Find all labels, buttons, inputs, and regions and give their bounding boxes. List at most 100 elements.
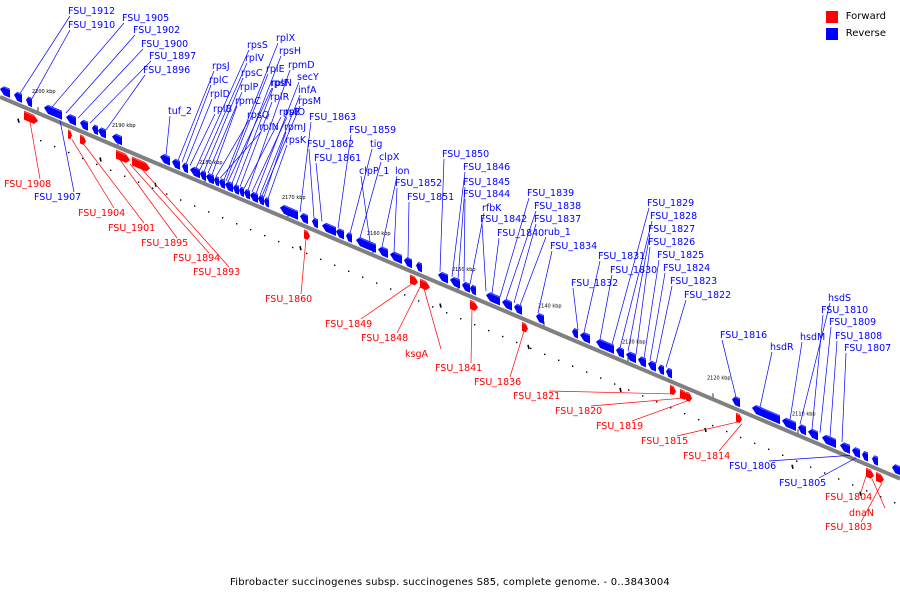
reverse-gene-label: clpX [379,152,400,163]
reverse-gene-label: FSU_1805 [779,478,826,489]
axis-tick-label: 2160 kbp [367,231,391,237]
reverse-gene-arrow [98,127,106,139]
forward-leader-line [470,309,473,364]
minor-tick [236,223,238,225]
minor-tick [796,460,798,462]
reverse-gene-arrow [182,162,188,174]
reverse-gene-arrow [450,276,460,289]
forward-gene-arrow [80,134,86,145]
reverse-gene-arrow [66,114,76,126]
reverse-leader-line [165,115,171,156]
forward-leader-line [71,139,115,209]
forward-gene-label: FSU_1901 [108,223,155,234]
reverse-gene-label: FSU_1845 [463,177,510,188]
reverse-leader-line [259,94,301,196]
reverse-leader-line [841,352,847,443]
forward-leader-line [590,397,683,407]
reverse-leader-line [189,113,216,166]
minor-tick [278,240,280,243]
forward-gene-label: FSU_1804 [825,492,872,503]
minor-tick [628,389,630,391]
reverse-gene-arrow [112,133,122,146]
reverse-gene-label: FSU_1840 [497,228,544,239]
reverse-leader-line [203,77,244,172]
reverse-leader-line [215,119,250,177]
reverse-gene-arrow-shine [377,245,389,251]
reverse-gene-label: FSU_1839 [527,188,574,199]
reverse-leader-line [481,223,487,292]
reverse-gene-label: FSU_1834 [550,241,597,252]
reverse-gene-label: FSU_1896 [143,65,190,76]
reverse-gene-arrow-shine [111,132,123,138]
reverse-leader-line [267,144,288,199]
reverse-leader-line [627,233,651,352]
reverse-gene-arrow [752,405,780,425]
reverse-gene-label: FSU_1912 [68,6,115,17]
reverse-gene-label: FSU_1863 [309,112,356,123]
forward-gene-arrow [522,321,528,333]
forward-gene-arrow-shine [735,413,743,417]
reverse-gene-arrow [300,213,308,225]
reverse-leader-line [635,246,651,355]
reverse-gene-arrow-shine [535,312,545,317]
minor-tick [138,181,140,183]
reverse-gene-arrow-shine [657,364,665,368]
reverse-gene-arrow-shine [13,90,23,96]
forward-leader-line [129,163,210,254]
forward-gene-arrow [132,156,150,172]
feature-mark [299,246,302,251]
forward-gene-label: FSU_1820 [555,406,602,417]
reverse-gene-arrow-shine [513,302,523,308]
minor-tick [320,258,322,261]
reverse-gene-arrow [244,188,250,200]
reverse-gene-arrow-shine [205,172,215,177]
reverse-gene-arrow-shine [249,191,259,196]
forward-label: Forward [845,11,886,22]
reverse-gene-arrow [416,261,422,273]
reverse-gene-arrow [852,447,860,459]
reverse-gene-label: hsdM [800,332,825,343]
map-caption: Fibrobacter succinogenes subsp. succinog… [230,577,670,588]
reverse-gene-arrow-shine [851,446,861,451]
reverse-gene-arrow-shine [224,180,234,185]
reverse-leader-line [381,175,398,248]
forward-leader-line [396,286,421,334]
reverse-gene-label: FSU_1823 [670,276,717,287]
reverse-gene-arrow-shine [871,454,879,459]
reverse-leader-line [31,29,71,99]
minor-tick [712,424,714,427]
reverse-gene-arrow [346,232,352,243]
reverse-leader-line [789,341,803,421]
reverse-leader-line [243,116,282,189]
reverse-gene-arrow [462,281,470,293]
axis-tick-label: 2170 kbp [282,195,306,201]
minor-tick [474,323,476,326]
reverse-gene-arrow [840,442,850,454]
reverse-leader-line [799,302,831,425]
reverse-gene-arrow-shine [25,96,33,100]
forward-leader-line [860,476,867,493]
reverse-gene-arrow [862,451,868,462]
minor-tick [586,371,588,373]
minor-tick [264,234,266,237]
reverse-leader-line [51,22,125,108]
forward-gene-arrow [876,471,884,483]
reverse-gene-arrow [219,178,225,189]
minor-tick [880,496,882,498]
minor-tick [306,252,308,255]
reverse-gene-arrow-shine [839,441,851,447]
minor-tick [726,430,728,433]
reverse-gene-label: lon [395,166,409,177]
reverse-gene-arrow-shine [807,427,819,433]
reverse-gene-label: FSU_1859 [349,125,396,136]
feature-mark [17,118,20,123]
axis-tick-label: 2110 kbp [792,411,816,417]
forward-gene-arrow [68,129,72,140]
forward-gene-arrow-shine [669,385,677,389]
reverse-gene-arrow [390,251,402,264]
reverse-leader-line [513,223,537,304]
reverse-gene-arrow-shine [257,194,265,198]
reverse-gene-arrow [44,104,62,120]
feature-mark [99,157,102,162]
reverse-gene-label: rpsJ [212,61,230,72]
